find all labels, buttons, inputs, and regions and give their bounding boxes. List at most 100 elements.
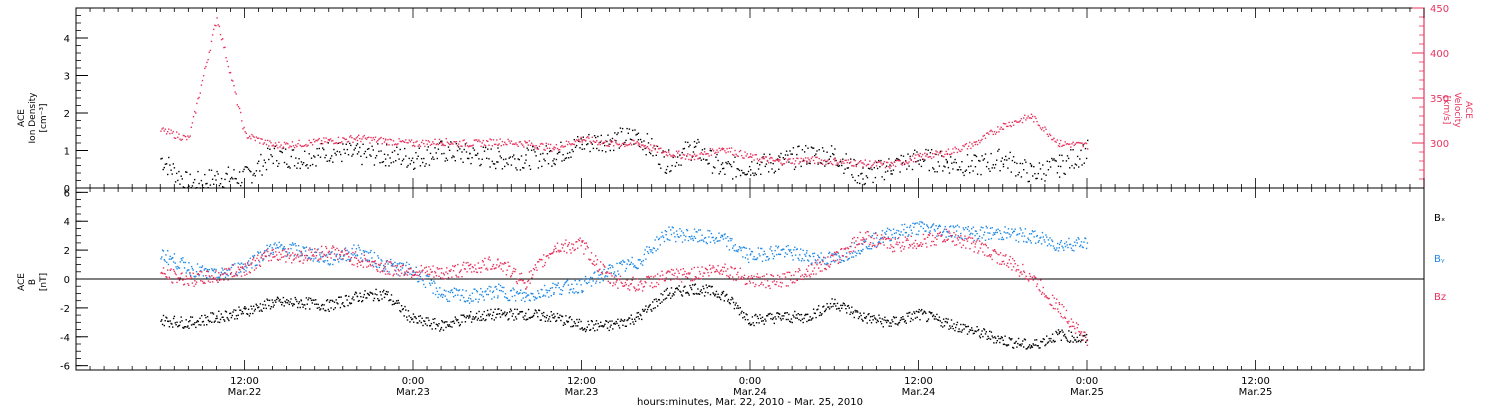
by-point <box>166 261 168 264</box>
bz-point <box>183 283 186 285</box>
velocity-point <box>805 157 807 159</box>
bz-point <box>288 257 290 259</box>
bx-point <box>281 304 283 306</box>
by-point <box>870 248 873 250</box>
velocity-point <box>1052 138 1054 141</box>
by-point <box>797 257 799 259</box>
density-point <box>881 176 883 178</box>
by-point <box>1009 236 1011 238</box>
bz-point <box>873 237 875 240</box>
velocity-point <box>950 153 952 156</box>
density-point <box>336 150 338 153</box>
density-point <box>943 165 945 167</box>
velocity-point <box>737 155 739 158</box>
bx-point <box>794 317 797 319</box>
by-point <box>469 294 471 297</box>
by-point <box>373 251 376 254</box>
velocity-point <box>379 137 381 140</box>
bz-point <box>652 276 655 278</box>
by-point <box>557 282 559 284</box>
bx-point <box>211 321 213 323</box>
bz-point <box>808 274 811 276</box>
velocity-point <box>272 144 274 146</box>
by-point <box>211 268 213 270</box>
velocity-point <box>621 142 624 145</box>
velocity-point <box>423 142 425 145</box>
velocity-point <box>391 144 394 146</box>
velocity-point <box>941 150 943 152</box>
density-point <box>404 147 406 150</box>
velocity-point <box>692 155 695 157</box>
bx-point <box>571 318 573 321</box>
density-point <box>277 165 279 167</box>
velocity-point <box>1033 121 1035 123</box>
bz-point <box>346 253 348 255</box>
bx-point <box>594 330 596 332</box>
velocity-point <box>784 157 787 160</box>
by-point <box>213 268 215 270</box>
velocity-point <box>456 145 459 147</box>
velocity-point <box>1073 144 1075 147</box>
bx-point <box>670 297 672 299</box>
by-point <box>167 263 170 266</box>
bz-point <box>302 262 304 264</box>
velocity-point <box>833 158 835 160</box>
density-point <box>1038 162 1041 164</box>
density-point <box>669 170 671 173</box>
bx-point <box>263 300 266 302</box>
bx-point <box>259 303 262 305</box>
bz-point <box>179 277 181 279</box>
density-point <box>441 153 443 155</box>
bx-point <box>597 322 599 325</box>
by-point <box>932 223 935 225</box>
density-point <box>420 158 423 160</box>
velocity-point <box>620 144 623 146</box>
by-point <box>200 270 202 272</box>
velocity-point <box>687 153 689 155</box>
density-point <box>440 140 442 143</box>
bz-point <box>682 268 684 270</box>
by-point <box>807 260 810 262</box>
by-point <box>696 231 698 233</box>
velocity-point <box>417 145 419 147</box>
bx-point <box>396 302 399 304</box>
by-point <box>754 258 756 261</box>
by-point <box>743 247 746 249</box>
bz-point <box>355 257 358 259</box>
density-point <box>728 162 731 165</box>
density-point <box>665 172 668 174</box>
velocity-point <box>550 143 552 146</box>
by-point <box>395 270 397 272</box>
bz-point <box>333 253 336 255</box>
by-point <box>528 299 531 301</box>
bz-point <box>809 276 811 278</box>
bx-point <box>351 298 353 300</box>
by-point <box>882 241 884 243</box>
by-point <box>633 266 635 268</box>
by-point <box>536 297 538 299</box>
by-point <box>747 258 749 260</box>
by-point <box>247 260 250 262</box>
bx-point <box>199 317 201 319</box>
density-point <box>668 149 670 151</box>
bz-point <box>775 283 777 286</box>
by-point <box>878 241 880 243</box>
bz-point <box>349 260 352 262</box>
velocity-point <box>899 160 901 162</box>
by-point <box>520 299 523 301</box>
velocity-point <box>505 143 507 145</box>
bz-point <box>190 277 193 279</box>
density-point <box>1047 169 1050 171</box>
bx-point <box>779 317 782 320</box>
bx-point <box>502 312 504 314</box>
velocity-point <box>197 97 199 100</box>
bz-point <box>439 268 441 270</box>
bx-point <box>995 342 998 344</box>
velocity-point <box>1065 143 1068 145</box>
by-point <box>345 259 347 262</box>
density-point <box>471 157 473 159</box>
by-point <box>546 291 548 294</box>
velocity-point <box>735 153 737 155</box>
velocity-point <box>864 159 866 161</box>
by-point <box>216 276 218 279</box>
